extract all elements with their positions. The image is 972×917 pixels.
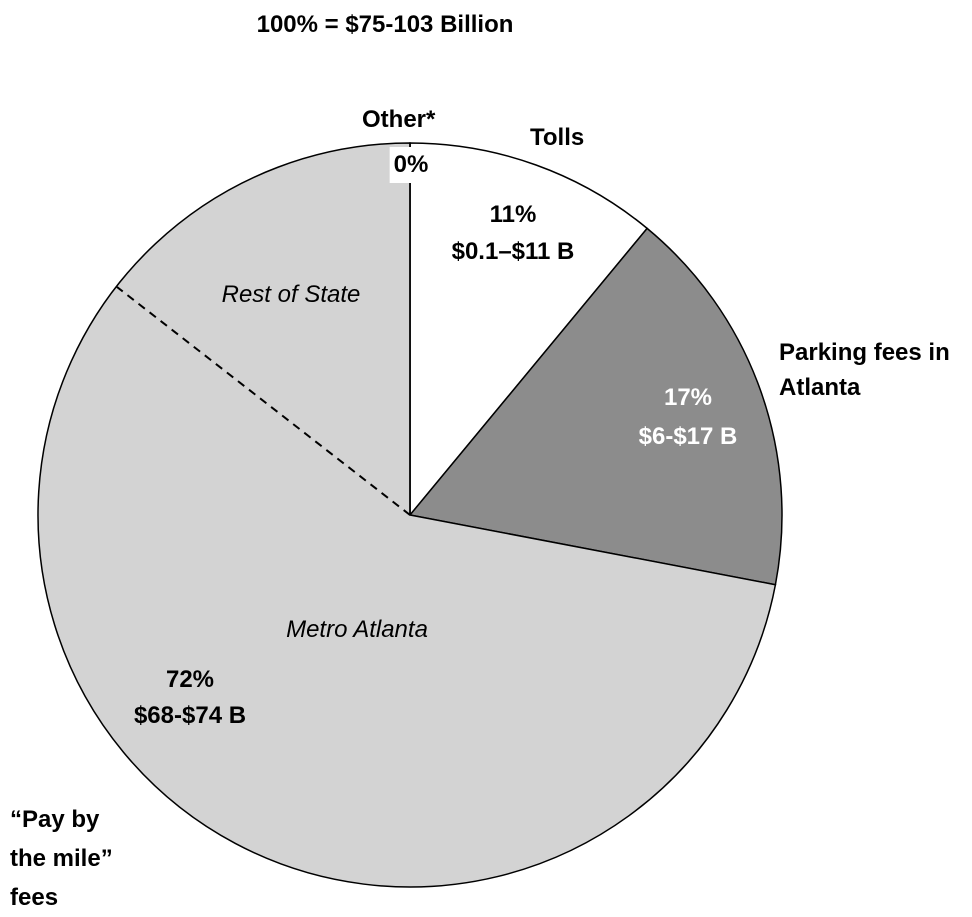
value-label: 72% — [165, 666, 215, 693]
slice — [409, 142, 649, 518]
value-label: 11% — [489, 201, 537, 228]
legend-label: Other* — [362, 106, 436, 133]
range-label: $68-$74 B — [133, 702, 247, 729]
value-label: 0% — [389, 147, 433, 183]
legend-label: “Pay by the mile” fees — [10, 806, 113, 911]
annotation: Rest of State — [221, 281, 361, 308]
range-label: $6-$17 B — [638, 423, 738, 450]
divider — [116, 286, 411, 516]
slice — [408, 227, 783, 586]
slice — [37, 142, 777, 888]
value-label: 17% — [663, 384, 713, 411]
annotation: Metro Atlanta — [286, 616, 428, 643]
chart-title: 100% = $75-103 Billion — [256, 11, 514, 38]
legend-label: Tolls — [530, 124, 585, 151]
legend-label: Parking fees in Atlanta — [779, 339, 950, 401]
range-label: $0.1–$11 B — [451, 238, 575, 265]
